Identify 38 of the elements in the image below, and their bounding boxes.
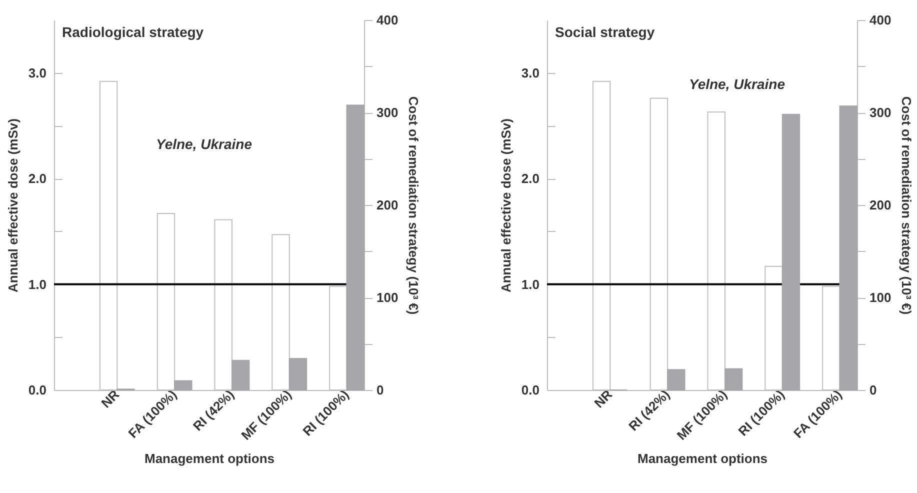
y2-tick-label: 400 bbox=[870, 12, 892, 28]
bar bbox=[782, 114, 800, 390]
y2-tick-label: 0 bbox=[870, 382, 877, 398]
x-axis-title: Management options bbox=[637, 450, 768, 466]
y2-tick-label: 200 bbox=[870, 198, 892, 212]
y2-tick-label: 300 bbox=[870, 105, 892, 120]
y-axis-title: Annual effective dose (mSv) bbox=[498, 118, 514, 293]
bar bbox=[667, 369, 686, 390]
y2-tick-label: 300 bbox=[376, 105, 398, 120]
chart-title: Radiological strategy bbox=[62, 24, 204, 40]
y2-axis-title: Cost of remediation strategy (10³ €) bbox=[406, 96, 422, 315]
bar bbox=[724, 368, 743, 390]
y-tick-label: 0.0 bbox=[521, 382, 540, 398]
y2-tick-label: 0 bbox=[376, 382, 384, 398]
y2-tick-label: 200 bbox=[376, 198, 398, 212]
y2-tick-label: 100 bbox=[870, 290, 892, 305]
x-tick-label: NR bbox=[591, 386, 616, 411]
y-tick-label: 1.0 bbox=[521, 276, 540, 292]
y-tick-label: 2.0 bbox=[521, 171, 540, 186]
y-axis-title: Annual effective dose (mSv) bbox=[5, 118, 20, 293]
annotation: Yelne, Ukraine bbox=[689, 76, 786, 92]
bar bbox=[288, 358, 308, 390]
bar bbox=[174, 380, 192, 390]
y-tick-label: 1.0 bbox=[28, 276, 46, 292]
y-tick-label: 0.0 bbox=[28, 382, 46, 398]
y2-axis-title: Cost of remediation strategy (10³ €) bbox=[899, 96, 914, 315]
annotation: Yelne, Ukraine bbox=[156, 136, 252, 152]
y-tick-label: 3.0 bbox=[521, 65, 540, 80]
bar bbox=[346, 104, 364, 390]
y-tick-label: 3.0 bbox=[28, 65, 46, 80]
bar bbox=[231, 360, 250, 390]
bar bbox=[839, 106, 858, 390]
y2-tick-label: 400 bbox=[376, 12, 398, 28]
chart-title: Social strategy bbox=[555, 24, 655, 40]
y-tick-label: 2.0 bbox=[28, 171, 46, 186]
y2-tick-label: 100 bbox=[376, 290, 398, 305]
x-axis-title: Management options bbox=[144, 450, 275, 466]
x-tick-label: NR bbox=[98, 386, 123, 411]
